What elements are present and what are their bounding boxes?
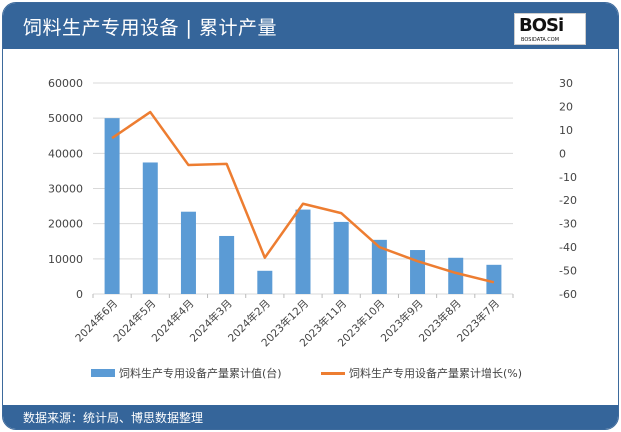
logo-text: BOSi (519, 15, 564, 36)
chart-legend: 饲料生产专用设备产量累计值(台) 饲料生产专用设备产量累计增长(%) (3, 365, 618, 381)
bar (104, 118, 120, 295)
right-axis-tick: -60 (559, 288, 577, 301)
left-axis-tick: 0 (76, 288, 83, 301)
bar (257, 270, 273, 294)
right-axis-tick: 0 (559, 147, 566, 160)
bar (486, 264, 502, 294)
legend-item-bar: 饲料生产专用设备产量累计值(台) (91, 365, 282, 381)
legend-line-swatch (321, 371, 345, 375)
legend-item-line: 饲料生产专用设备产量累计增长(%) (321, 365, 522, 381)
footer-bar: 数据来源：统计局、博思数据整理 (3, 405, 618, 429)
bar (142, 162, 158, 294)
right-axis-tick: -40 (559, 241, 577, 254)
legend-bar-swatch (91, 369, 115, 377)
bar (219, 235, 235, 294)
growth-line (111, 110, 495, 284)
legend-line-label: 饲料生产专用设备产量累计增长(%) (349, 367, 523, 380)
bar (371, 239, 387, 294)
left-axis-tick: 60000 (48, 77, 83, 90)
left-axis-tick: 50000 (48, 112, 83, 125)
right-axis-tick: 30 (559, 77, 573, 90)
logo-subtext: BOSIDATA.COM (521, 37, 560, 43)
left-axis-tick: 20000 (48, 218, 83, 231)
legend-bar-label: 饲料生产专用设备产量累计值(台) (119, 367, 282, 380)
left-axis-tick: 30000 (48, 183, 83, 196)
right-axis-tick: 10 (559, 124, 573, 137)
right-axis-tick: -20 (559, 194, 577, 207)
left-axis-tick: 10000 (48, 253, 83, 266)
data-source: 数据来源：统计局、博思数据整理 (23, 411, 204, 425)
combo-chart: 0 10000 20000 30000 40000 50000 60000 30 20 10 0 -1… (48, 77, 577, 349)
bar (295, 209, 311, 294)
right-axis-tick: -30 (559, 218, 577, 231)
left-axis-tick: 40000 (48, 147, 83, 160)
right-axis-tick: 20 (559, 100, 573, 113)
bar (448, 257, 464, 294)
page-title: 饲料生产专用设备 | 累计产量 (23, 17, 277, 39)
bar (333, 221, 349, 294)
bar (410, 250, 426, 294)
right-axis-tick: -50 (559, 265, 577, 278)
bar (180, 211, 196, 294)
bosi-logo: BOSi BOSIDATA.COM (514, 13, 586, 45)
right-axis-tick: -10 (559, 171, 577, 184)
header-bar: 饲料生产专用设备 | 累计产量 BOSi BOSIDATA.COM (3, 3, 618, 49)
